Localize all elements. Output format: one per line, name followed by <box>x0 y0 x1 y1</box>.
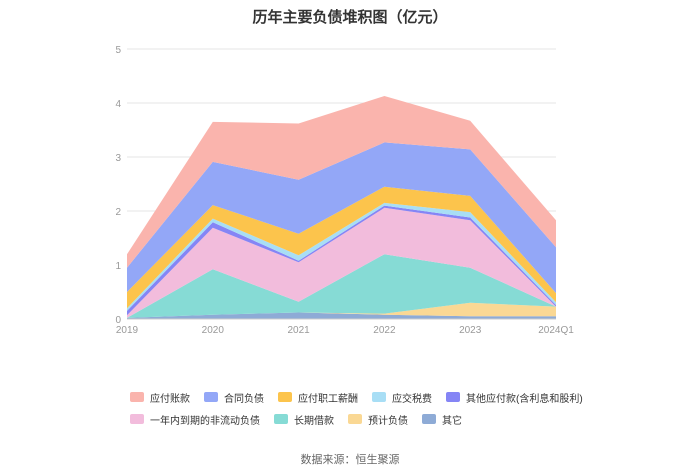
legend-item[interactable]: 合同负债 <box>204 390 264 405</box>
axes: 0 1 2 3 4 5 2019 2020 2021 2022 2023 2024Q1 <box>115 45 574 336</box>
area-其他应付款(含利息和股利)[interactable] <box>127 205 556 316</box>
y-tick-label: 0 <box>115 315 121 326</box>
chart-legend: 应付账款 合同负债 应付职工薪酬 应交税费 其他应付款(含利息和股利) 一年内到期的非流… <box>130 386 600 430</box>
area-应付职工薪酬[interactable] <box>127 186 556 309</box>
legend-swatch <box>204 392 218 402</box>
legend-swatch <box>130 392 144 402</box>
x-tick-label: 2019 <box>116 325 139 336</box>
legend-label: 合同负债 <box>224 393 264 405</box>
legend-item[interactable]: 应付账款 <box>130 390 190 405</box>
x-tick-label: 2024Q1 <box>538 325 574 336</box>
chart-title: 历年主要负债堆积图（亿元） <box>252 9 448 26</box>
legend-swatch <box>422 414 436 424</box>
legend-item[interactable]: 一年内到期的非流动负债 <box>130 412 260 427</box>
data-source: 数据来源：恒生聚源 <box>300 454 400 466</box>
area-预计负债[interactable] <box>127 302 556 318</box>
legend-label: 长期借款 <box>294 415 334 427</box>
area-应交税费[interactable] <box>127 202 556 311</box>
x-tick-label: 2023 <box>459 325 482 336</box>
legend-row: 应付账款 合同负债 应付职工薪酬 应交税费 其他应付款(含利息和股利) <box>130 386 600 408</box>
legend-item[interactable]: 应交税费 <box>372 390 432 405</box>
area-一年内到期的非流动负债[interactable] <box>127 207 556 318</box>
legend-label: 其它 <box>442 415 462 427</box>
y-tick-label: 1 <box>115 261 121 272</box>
legend-swatch <box>446 392 460 402</box>
y-tick-label: 3 <box>115 153 121 164</box>
legend-swatch <box>372 392 386 402</box>
legend-item[interactable]: 预计负债 <box>348 412 408 427</box>
legend-label: 其他应付款(含利息和股利) <box>466 393 583 405</box>
x-tick-label: 2021 <box>287 325 310 336</box>
area-应付账款[interactable] <box>127 96 556 268</box>
area-series <box>127 96 556 319</box>
legend-label: 预计负债 <box>368 415 408 427</box>
legend-swatch <box>278 392 292 402</box>
legend-swatch <box>348 414 362 424</box>
legend-item[interactable]: 应付职工薪酬 <box>278 390 358 405</box>
y-tick-label: 5 <box>115 45 121 56</box>
legend-label: 应交税费 <box>392 393 432 405</box>
legend-item[interactable]: 长期借款 <box>274 412 334 427</box>
area-合同负债[interactable] <box>127 142 556 294</box>
legend-row: 一年内到期的非流动负债 长期借款 预计负债 其它 <box>130 408 600 430</box>
y-tick-label: 2 <box>115 207 121 218</box>
x-tick-label: 2020 <box>202 325 225 336</box>
legend-label: 一年内到期的非流动负债 <box>150 415 260 427</box>
legend-item[interactable]: 其它 <box>422 412 462 427</box>
legend-item[interactable]: 其他应付款(含利息和股利) <box>446 390 583 405</box>
legend-label: 应付账款 <box>150 393 190 405</box>
legend-swatch <box>130 414 144 424</box>
legend-swatch <box>274 414 288 424</box>
x-tick-label: 2022 <box>373 325 396 336</box>
area-其它[interactable] <box>127 312 556 320</box>
y-tick-label: 4 <box>115 99 121 110</box>
legend-label: 应付职工薪酬 <box>298 393 358 405</box>
area-长期借款[interactable] <box>127 254 556 318</box>
